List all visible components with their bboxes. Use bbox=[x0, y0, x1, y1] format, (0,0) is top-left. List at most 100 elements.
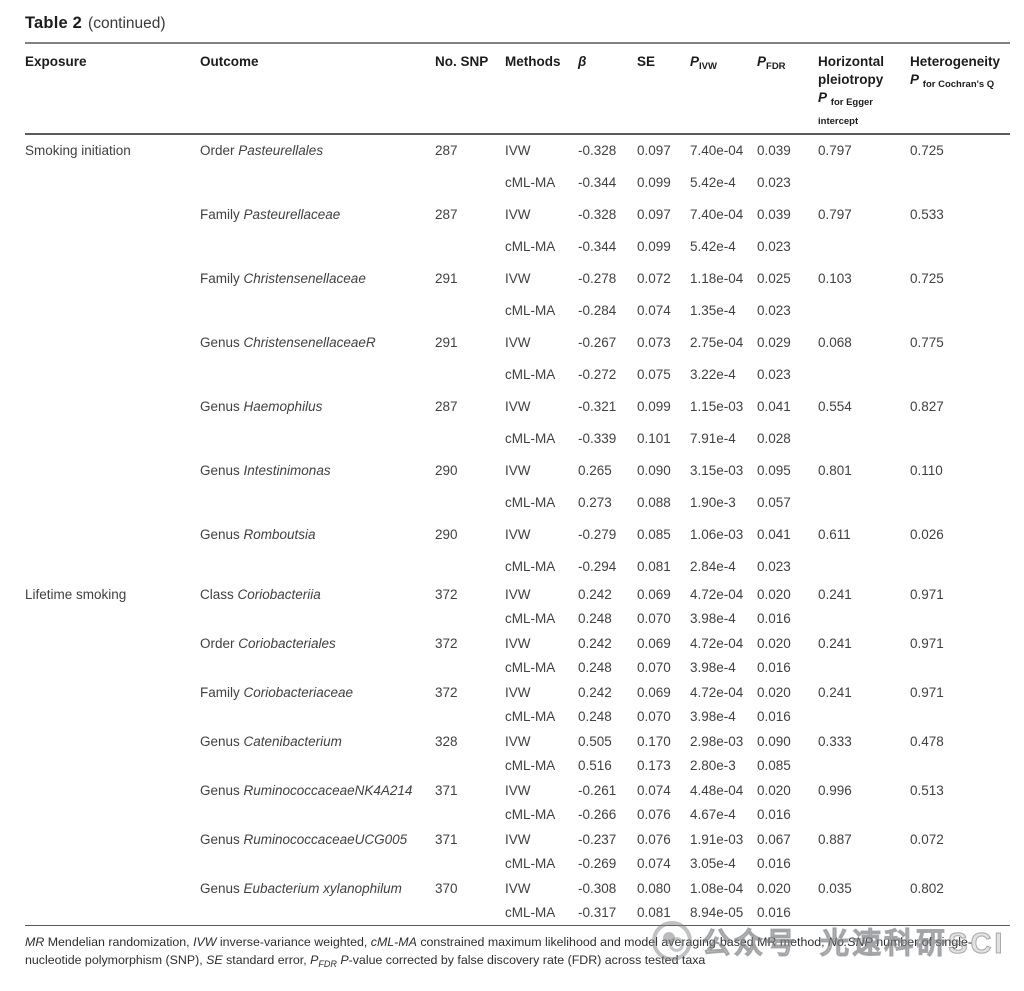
p-ivw-cell: 1.91e-03 bbox=[690, 831, 744, 847]
se-cell: 0.099 bbox=[637, 398, 671, 414]
outcome-cell bbox=[200, 803, 435, 828]
egger-cell: 0.333 bbox=[818, 733, 852, 749]
p-fdr-cell: 0.041 bbox=[757, 398, 791, 414]
footnote-segment: cML-MA bbox=[370, 934, 417, 949]
outcome-cell bbox=[200, 294, 435, 326]
table-title: Table 2 (continued) bbox=[25, 14, 1010, 44]
snp-cell: 372 bbox=[435, 684, 458, 700]
p-fdr-cell: 0.016 bbox=[757, 905, 791, 920]
taxon-rank-prefix: Genus bbox=[200, 526, 244, 542]
taxon-name: RuminococcaceaeNK4A214 bbox=[243, 782, 413, 798]
se-cell: 0.081 bbox=[637, 905, 671, 920]
method-cell: IVW bbox=[505, 733, 531, 749]
cochran-cell: 0.971 bbox=[910, 684, 944, 700]
exposure-cell bbox=[25, 358, 200, 390]
snp-cell: 328 bbox=[435, 733, 458, 749]
exposure-cell bbox=[25, 901, 200, 926]
p-fdr-cell: 0.023 bbox=[757, 238, 791, 254]
snp-cell: 287 bbox=[435, 398, 458, 414]
snp-cell: 291 bbox=[435, 334, 458, 350]
exposure-cell bbox=[25, 166, 200, 198]
se-cell: 0.070 bbox=[637, 611, 671, 627]
outcome-cell: Family Coriobacteriaceae bbox=[200, 680, 435, 705]
footnote-segment: No.SNP bbox=[828, 934, 873, 949]
beta-cell: 0.248 bbox=[578, 709, 612, 725]
p-fdr-cell: 0.028 bbox=[757, 430, 791, 446]
egger-cell: 0.797 bbox=[818, 206, 852, 222]
snp-cell bbox=[435, 166, 505, 198]
method-cell: IVW bbox=[505, 586, 531, 602]
taxon-rank-prefix: Family bbox=[200, 206, 244, 222]
p-ivw-cell: 7.40e-04 bbox=[690, 206, 744, 222]
egger-cell bbox=[818, 230, 910, 262]
se-cell: 0.075 bbox=[637, 366, 671, 382]
table-number: Table 2 bbox=[25, 14, 83, 32]
method-cell: IVW bbox=[505, 270, 531, 286]
beta-cell: -0.279 bbox=[578, 526, 617, 542]
beta-cell: 0.242 bbox=[578, 635, 612, 651]
header-heterogeneity: Heterogeneity P for Cochran's Q bbox=[910, 54, 1001, 91]
p-ivw-cell: 3.15e-03 bbox=[690, 462, 744, 478]
snp-cell bbox=[435, 656, 505, 681]
p-fdr-cell: 0.090 bbox=[757, 733, 791, 749]
beta-cell: -0.269 bbox=[578, 856, 617, 872]
footnote-segment: inverse-variance weighted, bbox=[216, 934, 371, 949]
snp-cell bbox=[435, 230, 505, 262]
method-cell: IVW bbox=[505, 880, 531, 896]
cochran-cell: 0.072 bbox=[910, 831, 944, 847]
table-row: cML-MA -0.294 0.081 2.84e-4 0.023 bbox=[25, 550, 1010, 582]
table-row: Genus RuminococcaceaeUCG005 371 IVW -0.237 0… bbox=[25, 827, 1010, 852]
p-ivw-cell: 8.94e-05 bbox=[690, 905, 744, 920]
outcome-cell bbox=[200, 550, 435, 582]
snp-cell bbox=[435, 852, 505, 877]
exposure-cell bbox=[25, 876, 200, 901]
snp-cell bbox=[435, 705, 505, 730]
taxon-rank-prefix: Family bbox=[200, 684, 244, 700]
se-cell: 0.070 bbox=[637, 660, 671, 676]
outcome-cell: Genus Intestinimonas bbox=[200, 454, 435, 486]
p-ivw-cell: 1.15e-03 bbox=[690, 398, 744, 414]
p-fdr-cell: 0.020 bbox=[757, 782, 791, 798]
method-cell: IVW bbox=[505, 462, 531, 478]
se-cell: 0.069 bbox=[637, 684, 671, 700]
taxon-rank-prefix: Genus bbox=[200, 880, 244, 896]
table-row: cML-MA -0.284 0.074 1.35e-4 0.023 bbox=[25, 294, 1010, 326]
egger-cell: 0.241 bbox=[818, 586, 852, 602]
beta-cell: -0.339 bbox=[578, 430, 617, 446]
method-cell: IVW bbox=[505, 206, 531, 222]
snp-cell bbox=[435, 358, 505, 390]
egger-cell bbox=[818, 550, 910, 582]
p-fdr-cell: 0.039 bbox=[757, 143, 791, 158]
taxon-rank-prefix: Genus bbox=[200, 733, 244, 749]
header-exposure: Exposure bbox=[25, 54, 87, 69]
cochran-cell bbox=[910, 294, 1010, 326]
footnote-segment: SE bbox=[206, 953, 223, 968]
taxon-name: Pasteurellales bbox=[238, 143, 324, 158]
se-cell: 0.069 bbox=[637, 635, 671, 651]
taxon-name: Intestinimonas bbox=[243, 462, 331, 478]
table-row: Genus ChristensenellaceaeR 291 IVW -0.267 0.… bbox=[25, 326, 1010, 358]
taxon-name: ChristensenellaceaeR bbox=[243, 334, 376, 350]
table-row: Family Pasteurellaceae 287 IVW -0.328 0.097 7… bbox=[25, 198, 1010, 230]
cochran-cell bbox=[910, 550, 1010, 582]
p-fdr-cell: 0.039 bbox=[757, 206, 791, 222]
beta-cell: 0.273 bbox=[578, 494, 612, 510]
beta-cell: -0.294 bbox=[578, 558, 617, 574]
se-cell: 0.097 bbox=[637, 143, 671, 158]
p-fdr-cell: 0.023 bbox=[757, 558, 791, 574]
table-row: cML-MA -0.266 0.076 4.67e-4 0.016 bbox=[25, 803, 1010, 828]
taxon-name: Romboutsia bbox=[243, 526, 316, 542]
exposure-cell bbox=[25, 390, 200, 422]
p-ivw-cell: 5.42e-4 bbox=[690, 238, 736, 254]
egger-cell bbox=[818, 656, 910, 681]
beta-cell: -0.317 bbox=[578, 905, 617, 920]
exposure-cell bbox=[25, 705, 200, 730]
taxon-rank-prefix: Family bbox=[200, 270, 244, 286]
p-fdr-cell: 0.020 bbox=[757, 635, 791, 651]
exposure-cell bbox=[25, 550, 200, 582]
taxon-name: Catenibacterium bbox=[243, 733, 342, 749]
table-row: cML-MA -0.269 0.074 3.05e-4 0.016 bbox=[25, 852, 1010, 877]
taxon-name: Haemophilus bbox=[243, 398, 323, 414]
table-footnote: MR Mendelian randomization, IVW inverse-… bbox=[25, 933, 1015, 970]
cochran-cell: 0.802 bbox=[910, 880, 944, 896]
